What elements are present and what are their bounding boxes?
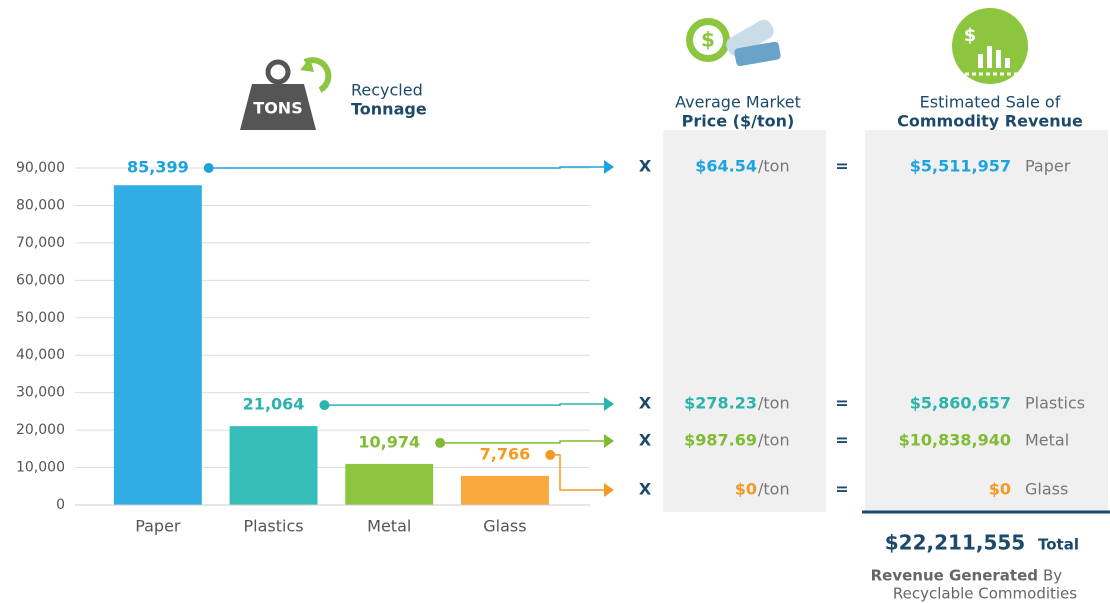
connector-arrow bbox=[604, 434, 614, 448]
revenue-value: $0 bbox=[989, 480, 1011, 499]
value-label: 85,399 bbox=[127, 158, 189, 177]
tons-icon: TONS bbox=[240, 58, 328, 130]
equals-sign: = bbox=[835, 480, 848, 499]
value-label: 7,766 bbox=[480, 444, 531, 463]
connector-arrow bbox=[604, 160, 614, 174]
revenue-name: Metal bbox=[1025, 431, 1069, 450]
y-tick-label: 50,000 bbox=[16, 310, 65, 326]
revenue-icon: $ bbox=[952, 8, 1028, 84]
price-value: $987.69 bbox=[684, 431, 757, 450]
x-tick-label: Metal bbox=[367, 517, 411, 536]
multiply-sign: X bbox=[639, 394, 652, 413]
total-label: Total bbox=[1038, 536, 1079, 554]
price-value: $278.23 bbox=[684, 394, 757, 413]
price-heading: Price ($/ton) bbox=[682, 112, 795, 131]
y-tick-label: 10,000 bbox=[16, 460, 65, 476]
connector-arrow bbox=[604, 483, 614, 497]
infographic: TONS Recycled Tonnage $ Average Market P… bbox=[0, 0, 1110, 603]
footnote: Recyclable Commodities bbox=[893, 585, 1077, 603]
revenue-heading: Estimated Sale of bbox=[920, 93, 1061, 112]
x-tick-label: Plastics bbox=[244, 517, 304, 536]
revenue-value: $10,838,940 bbox=[899, 431, 1011, 450]
connector-arrow bbox=[604, 397, 614, 411]
footnote: By bbox=[1043, 567, 1062, 585]
equals-sign: = bbox=[835, 157, 848, 176]
connector-line bbox=[324, 404, 604, 405]
multiply-sign: X bbox=[639, 431, 652, 450]
revenue-panel bbox=[865, 130, 1108, 512]
revenue-heading: Commodity Revenue bbox=[897, 112, 1083, 131]
price-unit: /ton bbox=[758, 157, 790, 176]
svg-text:$: $ bbox=[964, 25, 977, 46]
tonnage-heading: Tonnage bbox=[351, 100, 427, 119]
price-unit: /ton bbox=[758, 431, 790, 450]
revenue-name: Plastics bbox=[1025, 394, 1085, 413]
y-tick-label: 70,000 bbox=[16, 235, 65, 251]
footnote: Revenue Generated bbox=[871, 567, 1038, 585]
y-tick-label: 90,000 bbox=[16, 160, 65, 176]
multiply-sign: X bbox=[639, 157, 652, 176]
multiply-sign: X bbox=[639, 480, 652, 499]
svg-text:$: $ bbox=[701, 28, 715, 52]
price-panel bbox=[663, 130, 826, 512]
price-icon: $ bbox=[686, 17, 781, 67]
y-tick-label: 20,000 bbox=[16, 422, 65, 438]
revenue-name: Paper bbox=[1025, 157, 1071, 176]
price-unit: /ton bbox=[758, 394, 790, 413]
y-tick-label: 60,000 bbox=[16, 272, 65, 288]
revenue-name: Glass bbox=[1025, 480, 1068, 499]
value-label: 21,064 bbox=[243, 395, 305, 414]
revenue-value: $5,511,957 bbox=[910, 157, 1011, 176]
y-tick-label: 40,000 bbox=[16, 347, 65, 363]
bar bbox=[461, 476, 549, 505]
icon-text: TONS bbox=[253, 99, 302, 118]
connector-line bbox=[440, 441, 604, 443]
equals-sign: = bbox=[835, 394, 848, 413]
total-value: $22,211,555 bbox=[885, 531, 1025, 555]
y-tick-label: 0 bbox=[56, 497, 65, 513]
x-tick-label: Glass bbox=[483, 517, 526, 536]
price-value: $64.54 bbox=[695, 157, 757, 176]
tonnage-heading: Recycled bbox=[351, 81, 423, 100]
y-tick-label: 30,000 bbox=[16, 385, 65, 401]
y-tick-label: 80,000 bbox=[16, 197, 65, 213]
value-label: 10,974 bbox=[358, 432, 420, 451]
price-unit: /ton bbox=[758, 480, 790, 499]
revenue-value: $5,860,657 bbox=[910, 394, 1011, 413]
bar bbox=[345, 464, 433, 505]
connector-line bbox=[209, 167, 604, 168]
bar bbox=[230, 426, 318, 505]
x-tick-label: Paper bbox=[135, 517, 181, 536]
price-heading: Average Market bbox=[675, 93, 801, 112]
price-value: $0 bbox=[735, 480, 757, 499]
equals-sign: = bbox=[835, 431, 848, 450]
connector-line bbox=[550, 455, 604, 490]
bar bbox=[114, 185, 202, 505]
